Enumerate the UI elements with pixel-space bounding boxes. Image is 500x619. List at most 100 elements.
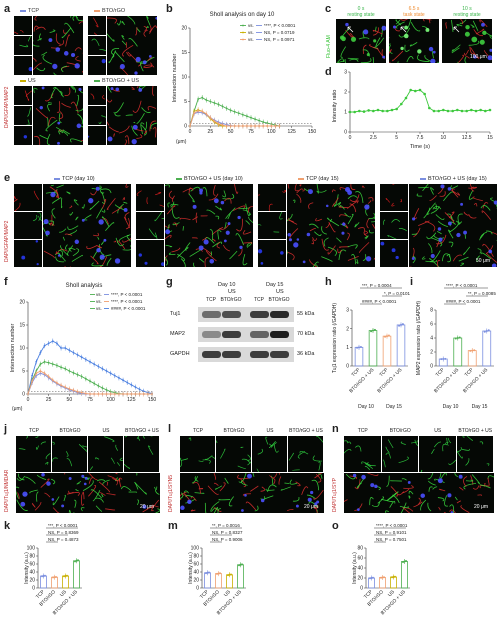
data-point [356, 346, 359, 349]
fiber-mark [194, 476, 199, 482]
panel-label-h: h [325, 276, 332, 288]
merged-image [33, 16, 83, 75]
nucleus-mark [132, 124, 138, 130]
data-point [237, 112, 240, 115]
bar [354, 346, 364, 367]
fiber-mark [362, 254, 367, 262]
data-point [250, 116, 252, 119]
y-tick-label: 4 [430, 336, 433, 342]
data-point [384, 335, 387, 338]
fiber-mark [43, 250, 55, 259]
fiber-mark [366, 217, 370, 229]
y-axis-label: Intensity ratio [332, 90, 338, 123]
fiber-mark [108, 126, 119, 133]
data-point [205, 112, 208, 115]
nucleus-mark [76, 123, 82, 129]
fiber-mark [56, 101, 61, 113]
channel-green [14, 106, 32, 125]
bar [396, 324, 406, 367]
fiber-mark [38, 212, 42, 221]
fiber-mark [112, 477, 121, 482]
fiber-mark [68, 229, 78, 236]
data-point [208, 571, 211, 574]
panel-label-g: g [166, 276, 173, 288]
nucleus-mark [131, 139, 137, 145]
data-point [118, 393, 120, 395]
fiber-mark [479, 19, 488, 28]
fiber-mark [236, 218, 243, 232]
fiber-mark [195, 248, 203, 252]
fiber-mark [435, 214, 445, 221]
fiber-mark [73, 499, 77, 508]
nucleus-mark [41, 473, 45, 477]
data-point [262, 121, 265, 123]
fiber-mark [311, 479, 320, 491]
nucleus-mark [81, 474, 85, 478]
fiber-mark [33, 25, 40, 32]
data-point [43, 360, 46, 363]
channel-green [14, 212, 42, 239]
data-point [390, 576, 393, 579]
x-tick-label: 150 [148, 397, 157, 403]
data-point [254, 125, 256, 127]
fiber-mark [460, 505, 470, 513]
fiber-mark [489, 34, 492, 39]
fiber-mark [84, 214, 92, 221]
panel-label-b: b [166, 3, 173, 15]
fiber-mark [424, 220, 436, 232]
group-label-3: BTO/rGO + US (day 15) [420, 176, 487, 182]
bar [482, 330, 492, 367]
fiber-mark [386, 475, 390, 487]
fiber-mark [183, 490, 189, 494]
x-tick-label: 100 [267, 129, 276, 135]
group-label-1: BTO/rGO [59, 428, 81, 434]
channel-red-image [14, 29, 24, 35]
data-point [217, 122, 220, 125]
y-tick-label: 20 [193, 578, 199, 584]
y-tick-label: 1 [344, 110, 347, 116]
fiber-mark [444, 212, 455, 223]
cell-mark [425, 28, 430, 32]
legend-marker [242, 31, 244, 34]
fiber-mark [35, 108, 48, 119]
channel-green-image [91, 38, 106, 51]
fiber-mark [155, 192, 162, 196]
data-point [372, 109, 375, 113]
fiber-mark [468, 214, 477, 219]
fiber-mark [456, 446, 462, 453]
fiber-mark [95, 505, 103, 512]
data-point [241, 563, 244, 566]
fiber-mark [75, 108, 83, 112]
nucleus-mark [295, 504, 299, 508]
fiber-mark [327, 245, 336, 255]
fiber-mark [95, 497, 104, 503]
fiber-mark [313, 505, 319, 509]
nucleus-mark [447, 187, 452, 191]
fiber-mark [397, 491, 405, 496]
fiber-mark [55, 33, 61, 45]
fiber-mark [96, 207, 103, 219]
fiber-mark [383, 219, 386, 225]
x-tick-label: TCP [35, 589, 46, 600]
fiber-mark [198, 488, 204, 490]
fiber-mark [202, 236, 208, 241]
data-point [454, 337, 457, 340]
state-time-1: 6.5 s [408, 6, 420, 12]
fiber-mark [457, 213, 463, 223]
fiber-mark [55, 256, 65, 263]
nucleus-mark [155, 16, 157, 20]
nucleus-mark [70, 52, 76, 58]
fiber-mark [228, 496, 234, 507]
fiber-mark [210, 501, 220, 512]
nucleus-mark [352, 473, 357, 478]
nucleus-mark [74, 63, 80, 69]
fiber-mark [182, 226, 185, 231]
merged-image [43, 184, 131, 267]
day-label-0: Day 10 [218, 282, 236, 288]
fiber-mark [88, 484, 97, 497]
data-point [62, 575, 65, 578]
fiber-mark [107, 121, 110, 126]
fiber-mark [482, 202, 489, 209]
channel-red-image [136, 190, 164, 207]
fiber-mark [122, 245, 131, 251]
